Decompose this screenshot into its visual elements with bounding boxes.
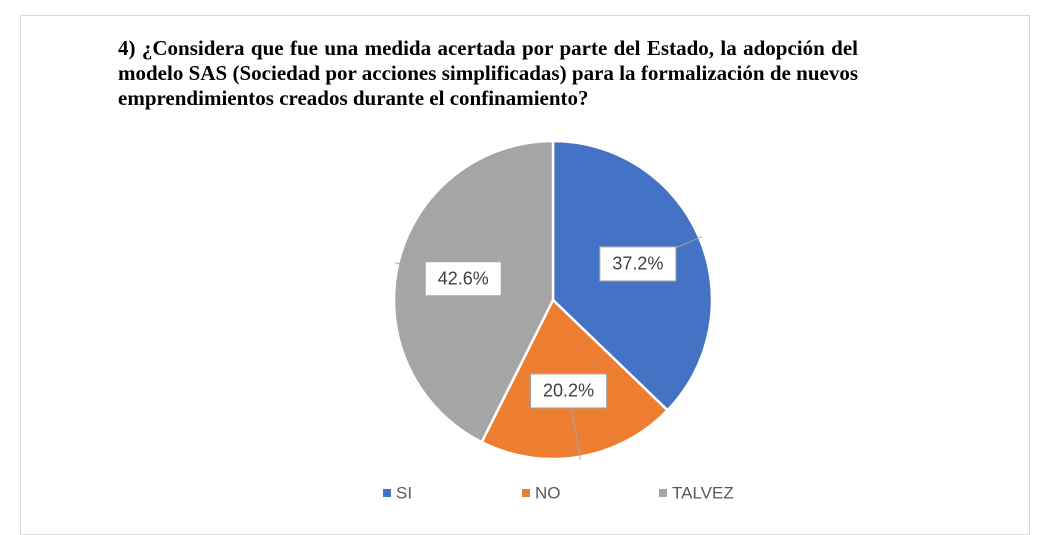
data-label: 37.2%: [612, 254, 663, 274]
legend-swatch: [522, 489, 530, 497]
data-label: 42.6%: [438, 269, 489, 289]
data-label: 20.2%: [543, 381, 594, 401]
legend-label: TALVEZ: [672, 483, 734, 502]
legend-swatch: [383, 489, 391, 497]
legend-label: SI: [396, 483, 412, 502]
legend-label: NO: [535, 483, 561, 502]
label-box: [424, 261, 502, 297]
chart: 37.2% 20.2% 42.6% SI NO TALVEZ: [383, 139, 734, 502]
label-box: [599, 246, 677, 282]
label-box: [530, 373, 608, 409]
legend-swatch: [659, 489, 667, 497]
page: {"chart_data": {"type": "pie", "title": …: [20, 15, 1030, 535]
chart-title: 4) ¿Considera que fue una medida acertad…: [118, 36, 858, 110]
